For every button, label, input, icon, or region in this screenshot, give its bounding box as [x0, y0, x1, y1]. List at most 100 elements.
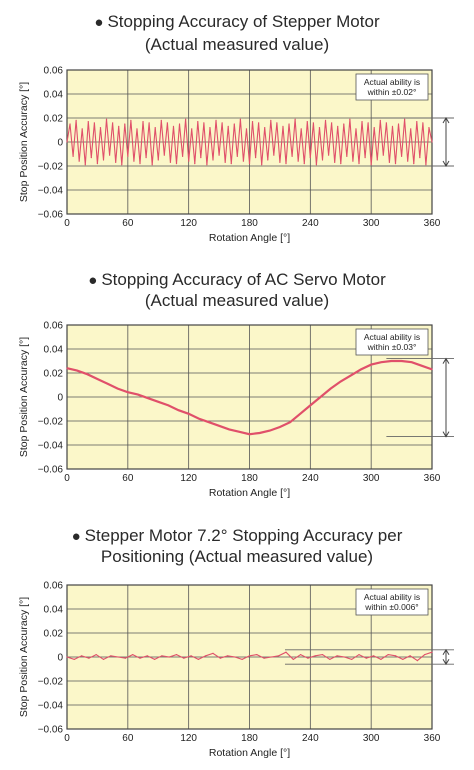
data-point: [276, 122, 278, 124]
y-tick-label: 0.04: [44, 90, 64, 101]
data-point: [139, 657, 141, 659]
data-point: [197, 658, 199, 660]
data-point: [238, 431, 240, 433]
data-point: [400, 360, 403, 362]
y-tick-label: 0.04: [44, 605, 64, 616]
data-point: [178, 123, 181, 125]
data-point: [175, 163, 178, 165]
data-point: [248, 163, 251, 165]
bullet-icon: ●: [94, 14, 104, 31]
data-point: [228, 428, 230, 430]
chart-subtitle: (Actual measured value): [0, 290, 474, 311]
data-point: [303, 163, 305, 165]
data-point: [407, 160, 409, 162]
data-point: [419, 157, 421, 159]
x-axis-label: Rotation Angle [°]: [209, 747, 290, 759]
data-point: [212, 652, 214, 654]
range-arrow-head-down: [442, 658, 450, 666]
data-point: [352, 160, 354, 162]
data-point: [421, 365, 423, 367]
x-tick-label: 120: [180, 218, 197, 229]
x-tick-label: 0: [64, 218, 70, 229]
data-point: [209, 127, 211, 129]
data-point: [147, 397, 149, 399]
data-point: [139, 163, 141, 165]
data-point: [319, 396, 322, 398]
data-point: [203, 122, 205, 124]
data-point: [183, 657, 185, 659]
data-point: [181, 155, 184, 157]
data-point: [157, 159, 159, 161]
data-point: [137, 394, 139, 396]
y-tick-label: −0.02: [38, 162, 64, 173]
chart-subtitle: (Actual measured value): [0, 34, 474, 55]
y-axis-label: Stop Position Accuracy [°]: [18, 597, 30, 717]
x-tick-label: 0: [64, 733, 70, 744]
data-point: [267, 159, 269, 161]
data-point: [431, 141, 433, 143]
data-point: [312, 122, 314, 124]
data-point: [343, 123, 345, 125]
data-point: [117, 656, 119, 658]
data-point: [314, 655, 316, 657]
data-point: [350, 374, 352, 376]
data-point: [194, 163, 196, 165]
data-point: [151, 164, 153, 166]
data-point: [411, 361, 413, 363]
data-point: [251, 121, 254, 123]
y-tick-label: −0.06: [38, 725, 64, 736]
title-line-1: Stopping Accuracy of Stepper Motor: [107, 12, 380, 31]
data-point: [358, 654, 360, 656]
data-point: [413, 163, 415, 165]
y-tick-label: 0.06: [44, 66, 64, 77]
y-tick-label: 0.02: [44, 114, 64, 125]
data-point: [410, 128, 412, 130]
chart-svg: 0 60 120 180 240 300 360 0.06 0.04 0.02 0 −0.02 −0.0…: [18, 321, 454, 499]
data-point: [340, 380, 342, 382]
annotation-line-1: Actual ability is: [364, 332, 420, 342]
data-point: [273, 154, 275, 156]
y-tick-label: −0.06: [38, 465, 64, 476]
data-point: [206, 164, 208, 166]
data-point: [416, 660, 418, 662]
y-tick-label: −0.02: [38, 677, 64, 688]
data-point: [69, 123, 71, 125]
data-point: [327, 154, 330, 156]
range-arrow-head-down: [442, 160, 450, 167]
chart-panel-1: ● Stopping Accuracy of Stepper Motor (Act…: [0, 0, 474, 250]
data-point: [367, 122, 369, 124]
data-point: [402, 658, 404, 660]
data-point: [197, 121, 199, 123]
data-point: [285, 651, 287, 653]
chart-title: ● Stopping Accuracy of AC Servo Motor: [0, 269, 474, 291]
data-point: [431, 651, 433, 653]
annotation-line-2: within ±0.02°: [367, 87, 417, 97]
data-point: [330, 388, 332, 390]
y-axis-label: Stop Position Accuracy [°]: [18, 82, 30, 202]
data-point: [388, 161, 391, 163]
title-line-1: Stopping Accuracy of AC Servo Motor: [101, 270, 386, 289]
data-point: [72, 155, 74, 157]
data-point: [318, 127, 321, 129]
x-tick-label: 240: [302, 473, 319, 484]
data-point: [424, 654, 426, 656]
data-point: [289, 421, 291, 423]
data-point: [380, 658, 382, 660]
data-point: [248, 433, 251, 435]
data-point: [112, 122, 114, 124]
data-point: [349, 118, 351, 120]
data-point: [161, 655, 163, 657]
x-tick-label: 300: [363, 473, 380, 484]
plot-border: [66, 324, 433, 470]
data-point: [200, 157, 202, 159]
data-point: [224, 161, 226, 163]
data-point: [254, 157, 257, 159]
data-point: [278, 655, 280, 657]
data-point: [136, 128, 138, 130]
chart-subtitle: Positioning (Actual measured value): [0, 546, 474, 567]
data-point: [376, 159, 378, 161]
annotation-line-2: within ±0.006°: [364, 602, 418, 612]
data-point: [256, 654, 258, 656]
data-point: [160, 119, 162, 121]
data-point: [130, 119, 132, 121]
